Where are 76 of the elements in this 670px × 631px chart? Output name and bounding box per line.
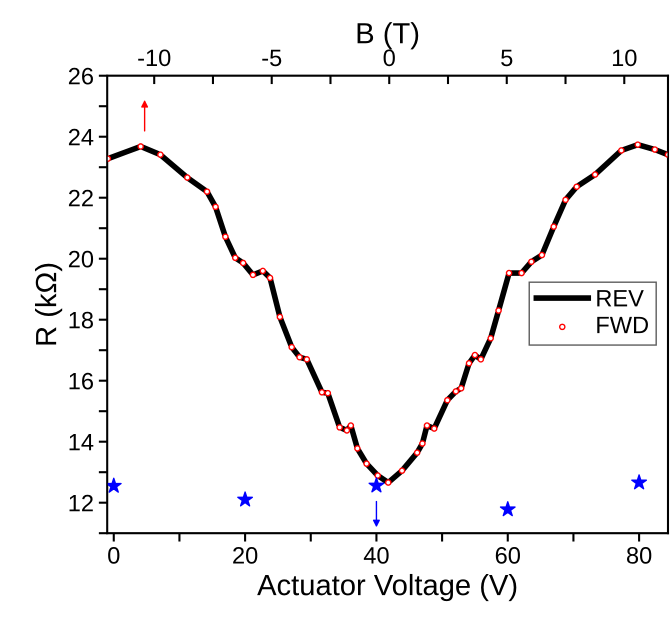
y-tick-label: 20 (68, 250, 94, 268)
point (631, 474, 648, 490)
point (222, 233, 229, 240)
point (250, 272, 256, 278)
point (157, 151, 164, 158)
point (336, 424, 343, 431)
point (348, 422, 354, 429)
point (550, 223, 558, 230)
x2-tick-label: 10 (612, 49, 636, 66)
point (368, 477, 384, 492)
point (398, 467, 406, 474)
x2-tick-label: -5 (262, 50, 282, 66)
point (452, 388, 460, 395)
point (500, 501, 516, 516)
point (354, 445, 361, 452)
point (304, 356, 310, 363)
point (538, 252, 546, 258)
point (260, 268, 266, 274)
point (444, 396, 451, 404)
point (363, 460, 370, 467)
point (237, 491, 254, 506)
point (634, 141, 642, 148)
point (107, 478, 122, 493)
x2-tick-label: -10 (138, 49, 170, 66)
point (506, 270, 512, 276)
x-tick-label: 20 (233, 547, 258, 564)
y-tick-label: 26 (68, 68, 93, 85)
point (414, 449, 420, 456)
point (419, 440, 426, 447)
point (487, 335, 494, 342)
point (562, 196, 569, 204)
point (374, 472, 382, 479)
point (232, 254, 239, 262)
y-tick-label: 24 (68, 128, 94, 146)
y-tick-label: 22 (68, 190, 93, 206)
x-axis-title: Actuator Voltage (V) (257, 574, 516, 602)
point (266, 274, 274, 282)
point (288, 344, 296, 350)
point (592, 171, 598, 178)
point (204, 188, 210, 195)
point (137, 143, 144, 150)
point (344, 427, 350, 434)
point (212, 204, 219, 210)
point (478, 356, 484, 363)
y-tick-label: 12 (70, 494, 93, 512)
point (430, 425, 438, 432)
point (472, 352, 478, 358)
y-axis-title: R (kΩ) (35, 264, 62, 345)
point (240, 260, 246, 266)
x-tick-label: 80 (626, 547, 652, 564)
x2-tick-label: 0 (384, 49, 395, 66)
x-tick-label: 60 (496, 547, 520, 564)
y-tick-label: 16 (70, 372, 93, 390)
legend-label: REV (597, 290, 644, 306)
point (518, 270, 525, 276)
point (384, 479, 392, 486)
point (618, 147, 625, 154)
x-tick-label: 40 (364, 547, 389, 564)
y-tick-label: 14 (70, 434, 94, 450)
point (184, 174, 191, 181)
x2-axis-title: B (T) (358, 22, 418, 50)
point (495, 307, 502, 314)
point (573, 183, 580, 190)
point (652, 146, 658, 153)
point (466, 360, 472, 367)
legend-label: FWD (597, 316, 648, 334)
y-tick-label: 18 (70, 312, 93, 328)
point (318, 389, 326, 396)
x2-tick-label: 5 (501, 50, 512, 66)
point (296, 354, 303, 361)
point (424, 422, 430, 429)
x-tick-label: 0 (108, 547, 120, 564)
point (324, 390, 332, 396)
point (276, 314, 284, 320)
point (528, 258, 535, 266)
point (458, 385, 464, 392)
